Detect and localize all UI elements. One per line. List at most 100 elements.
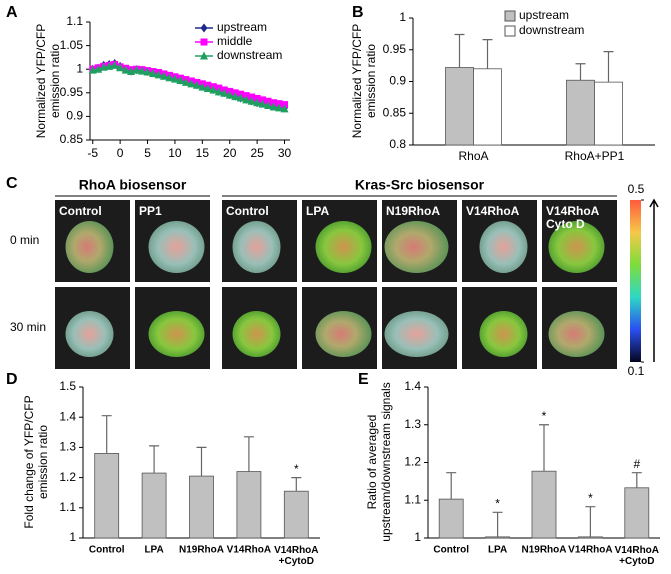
y-tick-label: 1.2	[59, 470, 76, 484]
bar	[189, 475, 214, 539]
legend-label: upstream	[519, 8, 569, 22]
x-tick-label: 0	[117, 146, 124, 160]
y-axis-label: Normalized YFP/CFPemission ratio	[350, 24, 378, 138]
image-label: Control	[226, 204, 269, 218]
image-label: V14RhoA Cyto D	[546, 204, 600, 231]
cell-image	[148, 311, 205, 357]
image-label: LPA	[306, 204, 329, 218]
x-tick-label: 20	[223, 146, 237, 160]
bar	[445, 67, 474, 146]
error-bar	[454, 33, 465, 68]
point	[203, 84, 212, 93]
point	[132, 65, 141, 74]
point	[253, 98, 262, 107]
colorbar-label: 0.1	[628, 364, 645, 378]
point	[231, 92, 240, 101]
bar	[141, 472, 167, 539]
error-bar	[539, 424, 549, 472]
point	[280, 104, 289, 113]
x-tick-label: 15	[196, 146, 210, 160]
error-bar	[149, 445, 160, 474]
point	[116, 63, 125, 72]
y-tick-label: 0.85	[60, 132, 84, 146]
panel-letter: A	[6, 4, 18, 21]
y-tick-label: 1.1	[404, 492, 421, 506]
y-tick-label: 1	[76, 61, 83, 75]
point	[200, 38, 208, 46]
image-label: PP1	[139, 204, 162, 218]
x-tick-label: 30	[278, 146, 292, 160]
legend-swatch	[504, 25, 516, 37]
row-label: 0 min	[10, 233, 39, 247]
bar	[94, 453, 120, 539]
point	[200, 23, 208, 33]
bar	[485, 536, 511, 539]
point	[159, 71, 168, 80]
cell-image	[65, 311, 114, 357]
point	[165, 73, 174, 82]
error-bar	[243, 436, 254, 472]
x-tick-label: N19RhoA	[521, 545, 566, 556]
point	[154, 70, 163, 79]
y-tick-label: 1.3	[404, 417, 421, 431]
point	[105, 61, 114, 70]
y-tick-label: 0.85	[383, 105, 407, 119]
cell-image	[315, 311, 372, 357]
x-tick-label: Control	[89, 545, 125, 556]
y-tick-label: 0.95	[383, 42, 407, 56]
x-tick-label: 10	[168, 146, 182, 160]
x-tick-label: LPA	[144, 545, 163, 556]
bar	[473, 68, 502, 146]
significance-mark: #	[633, 457, 640, 471]
y-tick-label: 0.8	[389, 137, 406, 151]
error-bar	[482, 38, 493, 69]
point	[88, 65, 97, 74]
x-tick-label: V14RhoA +CytoD	[615, 545, 659, 567]
x-tick-label: 25	[250, 146, 264, 160]
error-bar	[631, 472, 642, 488]
error-bar	[575, 63, 586, 81]
point	[236, 93, 245, 102]
colorbar-arrow	[649, 198, 659, 362]
error-bar	[196, 446, 207, 477]
bar	[624, 487, 650, 539]
error-bar	[446, 472, 457, 500]
point	[242, 95, 251, 104]
significance-mark: *	[542, 409, 547, 423]
y-tick-label: 1.5	[59, 379, 76, 393]
y-axis-label: Ratio of averagedupstream/downstream sig…	[365, 382, 393, 541]
cell-image	[548, 221, 605, 273]
cell-image	[232, 311, 281, 357]
y-tick-label: 0.95	[60, 85, 84, 99]
cell-image	[548, 311, 605, 357]
colorbar	[630, 200, 641, 362]
image-label: Control	[59, 204, 102, 218]
image-label: V14RhoA	[466, 204, 520, 218]
x-tick-label: RhoA	[458, 149, 488, 163]
group-title: RhoA biosensor	[79, 177, 187, 193]
y-tick-label: 1.2	[404, 455, 421, 469]
row-label: 30 min	[10, 320, 46, 334]
x-tick-label: Control	[433, 545, 469, 556]
point	[264, 101, 273, 110]
point	[214, 87, 223, 96]
point	[181, 77, 190, 86]
cell-image	[315, 221, 372, 273]
error-bar	[101, 415, 112, 454]
x-tick-label: V14RhoA +CytoD	[274, 545, 318, 567]
x-tick-label: 5	[144, 146, 151, 160]
image-label: N19RhoA	[386, 204, 440, 218]
significance-mark: *	[294, 462, 299, 476]
point	[143, 67, 152, 76]
y-tick-label: 1.05	[60, 38, 84, 52]
legend-label: middle	[217, 34, 253, 48]
cell-image	[232, 221, 281, 273]
point	[149, 68, 158, 77]
point	[220, 88, 229, 97]
x-tick-label: LPA	[488, 545, 507, 556]
y-tick-label: 1	[414, 530, 421, 544]
group-title: Kras-Src biosensor	[355, 177, 485, 193]
y-tick-label: 1.3	[59, 440, 76, 454]
error-bar	[585, 506, 596, 537]
